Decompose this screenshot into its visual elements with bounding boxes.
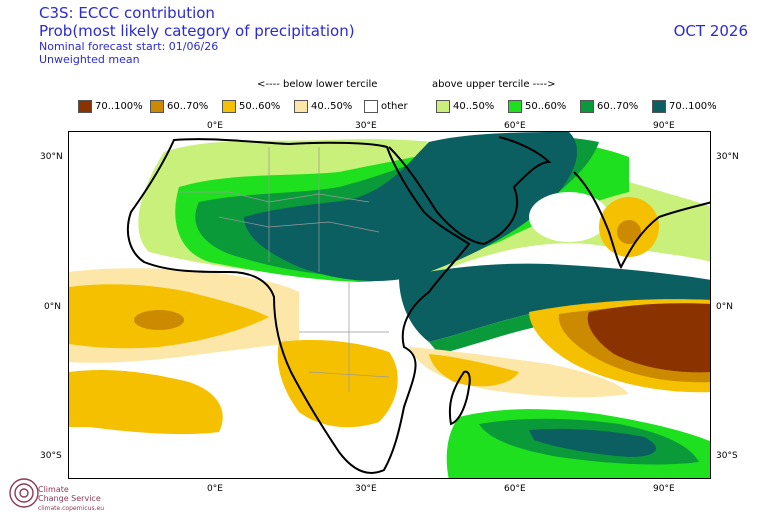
legend-item-above-70-100: 70..100% — [652, 96, 717, 116]
region-above-70-100-north — [244, 132, 578, 282]
region-other-arabian-sea — [529, 192, 609, 242]
legend-item-below-60-70: 60..70% — [150, 96, 208, 116]
region-below-70-100-east-io — [587, 303, 710, 373]
climate-logo-icon — [9, 478, 39, 508]
lon-tick-top-60: 60°E — [504, 121, 526, 131]
legend-swatch — [436, 99, 450, 113]
legend-swatch — [150, 99, 164, 113]
legend-swatch — [294, 99, 308, 113]
legend-item-above-50-60: 50..60% — [508, 96, 566, 116]
lon-tick-top-90: 90°E — [653, 121, 675, 131]
legend-swatch — [652, 99, 666, 113]
above-tercile-caption: above upper tercile ----> — [432, 79, 556, 90]
title-contribution: C3S: ECCC contribution — [39, 4, 215, 22]
map-svg — [69, 132, 710, 478]
region-below-50-60-madagascar — [429, 354, 519, 387]
region-below-50-60-southern-africa — [277, 340, 398, 428]
lon-tick-bottom-0: 0°E — [207, 484, 223, 494]
lon-tick-top-0: 0°E — [207, 121, 223, 131]
legend-item-other: other — [364, 96, 408, 116]
coastline-india — [573, 171, 710, 270]
copernicus-logo — [9, 478, 39, 508]
logo-name: Climate Change Service — [38, 485, 101, 503]
region-below-60-70-gulf — [134, 310, 184, 330]
legend-swatch — [508, 99, 522, 113]
country-borders — [179, 147, 390, 392]
title-block: C3S: ECCC contribution Prob(most likely … — [39, 4, 355, 66]
lon-tick-bottom-30: 30°E — [355, 484, 377, 494]
legend-swatch — [580, 99, 594, 113]
legend-item-below-50-60: 50..60% — [222, 96, 280, 116]
lat-tick-right-30n: 30°N — [716, 152, 739, 162]
lon-tick-bottom-90: 90°E — [653, 484, 675, 494]
title-variable: Prob(most likely category of precipitati… — [39, 22, 355, 40]
logo-url: climate.copernicus.eu — [38, 505, 105, 512]
valid-month: OCT 2026 — [673, 22, 748, 40]
lat-tick-right-30s: 30°S — [716, 451, 738, 461]
legend-swatch — [364, 99, 378, 113]
region-below-60-70-india — [617, 220, 641, 244]
lat-tick-left-30s: 30°S — [40, 451, 62, 461]
lat-tick-right-0n: 0°N — [716, 302, 733, 312]
lon-tick-bottom-60: 60°E — [504, 484, 526, 494]
region-below-50-60-south-atlantic — [69, 370, 223, 435]
lon-tick-top-30: 30°E — [355, 121, 377, 131]
region-above-70-100-southern-ocean — [529, 428, 656, 457]
coastline-madagascar — [448, 370, 471, 426]
coastline-arabia — [388, 136, 552, 246]
legend-item-below-40-50: 40..50% — [294, 96, 352, 116]
legend-item-above-60-70: 60..70% — [580, 96, 638, 116]
weighting-note: Unweighted mean — [39, 53, 140, 66]
region-above-70-100-indian-ocean — [399, 263, 710, 342]
below-tercile-caption: <---- below lower tercile — [257, 79, 378, 90]
forecast-map — [68, 131, 711, 479]
forecast-start: Nominal forecast start: 01/06/26 — [39, 40, 219, 53]
legend-swatch — [78, 99, 92, 113]
legend-swatch — [222, 99, 236, 113]
legend: 70..100% 60..70% 50..60% 40..50% other 4… — [78, 96, 738, 116]
legend-item-above-40-50: 40..50% — [436, 96, 494, 116]
legend-item-below-70-100: 70..100% — [78, 96, 143, 116]
lat-tick-left-0n: 0°N — [44, 302, 61, 312]
coastline-africa — [126, 138, 471, 474]
lat-tick-left-30n: 30°N — [40, 152, 63, 162]
